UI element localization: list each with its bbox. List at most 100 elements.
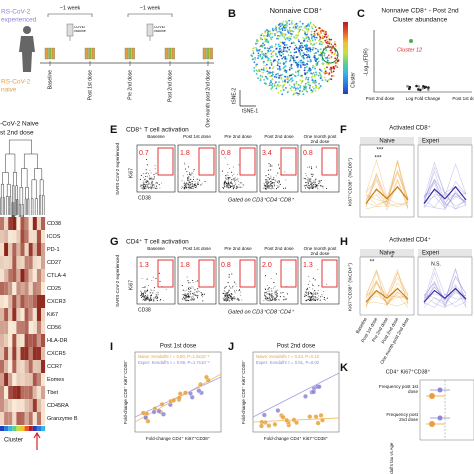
flow-event	[239, 294, 241, 296]
flow-event	[189, 186, 191, 188]
tsne-point	[281, 80, 284, 83]
tsne-point	[277, 24, 280, 26]
tsne-point	[266, 70, 269, 72]
heatmap-cell	[4, 243, 9, 256]
heatmap-cell	[41, 399, 46, 412]
heatmap-cell	[24, 321, 29, 334]
tube	[209, 47, 213, 60]
tsne-point	[268, 72, 271, 75]
flow-event	[234, 182, 236, 184]
tsne-point	[262, 67, 265, 69]
tsne-point	[276, 55, 279, 58]
flow-event	[273, 177, 275, 179]
tsne-point	[284, 29, 286, 31]
tsne-point	[303, 39, 306, 42]
tsne-point	[318, 82, 321, 85]
tsne-point	[300, 55, 303, 58]
tsne-point	[284, 58, 287, 60]
flow-event	[234, 290, 236, 292]
flow-event	[307, 186, 309, 189]
marker-label: ICOS	[47, 234, 61, 240]
flow-event	[230, 182, 232, 184]
tsne-point	[320, 43, 323, 46]
flow-event	[182, 186, 184, 189]
heatmap-cell	[8, 360, 13, 373]
tsne-point	[256, 42, 259, 45]
flow-event	[230, 293, 232, 295]
flow-event	[228, 179, 230, 181]
label-box: Pre 2nd dose	[224, 135, 251, 139]
flow-event	[146, 171, 148, 174]
flow-event	[234, 179, 237, 181]
scatter-point	[315, 420, 321, 426]
flow-event	[197, 288, 199, 290]
flow-event	[310, 173, 312, 175]
tsne-point	[276, 60, 279, 63]
label: Cluster	[4, 438, 23, 444]
heatmap-cell	[4, 412, 9, 425]
flow-event	[157, 292, 159, 294]
tsne-point	[326, 60, 329, 63]
tsne-point	[278, 30, 280, 33]
scatter-point	[307, 414, 313, 420]
tsne-point	[292, 41, 295, 44]
flow-event	[315, 298, 317, 300]
tsne-point	[299, 65, 302, 68]
subject-line	[423, 180, 467, 206]
flow-event	[310, 299, 312, 301]
heatmap-cell	[20, 243, 25, 256]
subject-line	[365, 270, 409, 306]
flow-event	[225, 175, 227, 177]
panel-title: Post 2nd dose	[277, 344, 316, 350]
flow-event	[182, 175, 184, 177]
flow-event	[153, 176, 155, 178]
flow-event	[305, 292, 308, 295]
flow-event	[145, 298, 147, 300]
heatmap-cell	[32, 217, 37, 230]
heatmap-cell	[32, 243, 37, 256]
tsne-point	[275, 54, 277, 56]
tube	[202, 47, 206, 60]
tsne-point	[256, 63, 258, 66]
tsne-point	[324, 67, 326, 70]
label: COVID vaccine	[154, 26, 166, 33]
subject-line	[423, 292, 467, 303]
flow-event	[270, 296, 273, 298]
tsne-point	[293, 36, 296, 39]
tsne-point	[311, 90, 314, 93]
tsne-point	[277, 72, 279, 75]
tsne-point	[310, 26, 313, 28]
tsne-point	[327, 79, 330, 81]
flow-event	[149, 178, 151, 180]
tsne-point	[311, 37, 313, 40]
tsne-point	[313, 47, 315, 49]
tube	[88, 47, 92, 60]
flow-event	[188, 176, 190, 178]
flow-event	[146, 184, 148, 186]
heatmap-cell	[8, 373, 13, 386]
label: tSNE-1	[242, 108, 258, 114]
flow-event	[307, 298, 310, 300]
flow-event	[228, 184, 230, 186]
tsne-highlight	[321, 46, 339, 64]
heatmap-cell	[12, 269, 17, 282]
tsne-point	[283, 44, 286, 46]
flow-event	[270, 295, 272, 297]
marker-label: CD45RA	[47, 403, 69, 409]
gate-value: 0.8	[221, 262, 231, 269]
tsne-point	[259, 74, 262, 77]
flow-event	[273, 187, 275, 190]
label: Ki67⁺CD38⁺ (%CD8⁺)	[347, 158, 353, 206]
heatmap-cell	[41, 308, 46, 321]
tsne-point	[294, 37, 297, 40]
flow-event	[225, 186, 227, 188]
flow-event	[191, 187, 193, 189]
flow-event	[235, 297, 237, 299]
flow-event	[227, 295, 229, 297]
panel-letter: K	[340, 362, 348, 374]
label: Kendall's tau vs Age	[389, 442, 394, 474]
flow-event	[234, 184, 236, 186]
tube	[131, 47, 135, 60]
heatmap-cell	[24, 217, 29, 230]
flow-event	[156, 295, 158, 298]
